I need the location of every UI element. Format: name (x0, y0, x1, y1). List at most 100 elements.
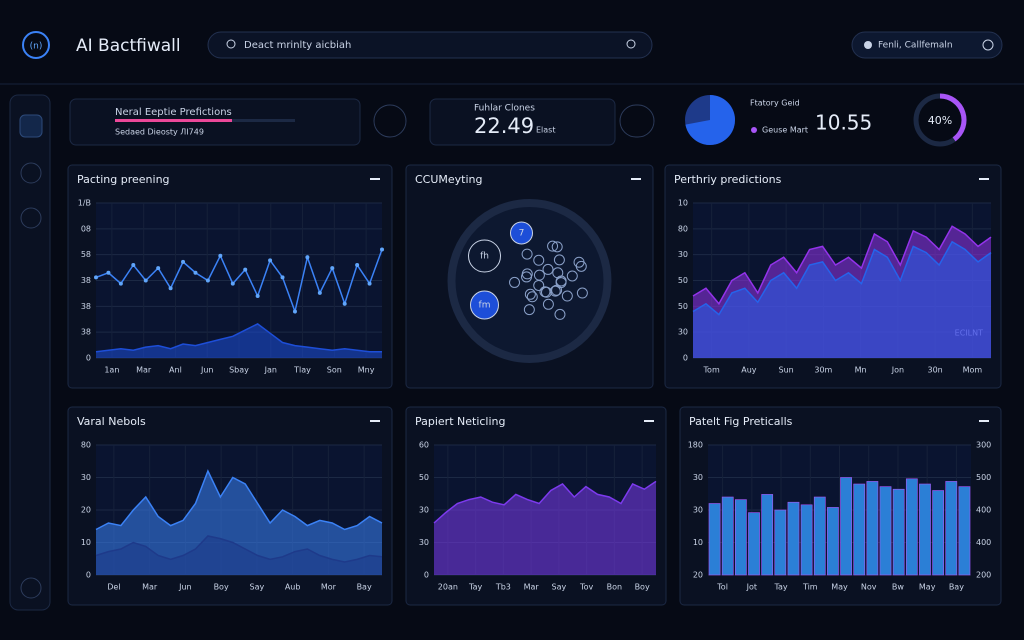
point (118, 281, 123, 286)
stat-button[interactable] (619, 104, 655, 138)
stat-button[interactable] (373, 104, 407, 138)
bar (905, 478, 918, 576)
point (305, 255, 310, 260)
bar (853, 483, 866, 576)
progress-bar (115, 119, 232, 122)
network-node (526, 291, 538, 303)
y-tick-label: 180 (688, 441, 703, 450)
x-tick-label: Boy (635, 583, 650, 592)
bar (708, 503, 721, 576)
x-tick-label: Tim (802, 583, 818, 592)
search-bar[interactable] (207, 31, 653, 59)
pie-legend: Geuse Mart (762, 126, 808, 135)
network-node (523, 304, 535, 316)
x-tick-label: Nov (861, 583, 877, 592)
search-button[interactable] (626, 39, 636, 49)
x-tick-label: 30m (814, 366, 832, 375)
x-tick-label: Tov (579, 583, 593, 592)
stat-title: Fuhlar Clones (474, 104, 535, 114)
y-tick-label: 10 (81, 538, 91, 547)
line (692, 225, 992, 306)
y-tick-label: 0 (86, 354, 91, 363)
network-node (539, 286, 551, 298)
point (230, 281, 235, 286)
x-tick-label: Jun (200, 366, 214, 375)
point (156, 266, 161, 271)
point (106, 270, 111, 275)
x-tick-label: Anl (169, 366, 182, 375)
x-tick-label: Bay (357, 583, 372, 592)
y-tick-label: 30 (678, 250, 688, 259)
y-tick-label: 30 (693, 506, 703, 515)
panel-title: Varal Nebols (77, 415, 146, 428)
stat-subtitle: Sedaed Dieosty ЛI749 (115, 128, 204, 137)
y-tick-label: 10 (693, 538, 703, 547)
network-node (521, 268, 533, 280)
y-tick-label: 30 (419, 506, 429, 515)
stat-title: Neral Eeptie Prefictions (115, 107, 232, 118)
x-tick-label: Tb3 (495, 583, 511, 592)
nav-home[interactable] (19, 114, 43, 138)
network-node (576, 287, 588, 299)
network-node (542, 298, 554, 310)
x-tick-label: Tay (468, 583, 482, 592)
point (280, 275, 285, 280)
bar (840, 477, 852, 576)
x-tick-label: Auy (741, 366, 757, 375)
line (433, 480, 657, 524)
nav-call[interactable] (20, 577, 42, 599)
x-tick-label: Mny (358, 366, 375, 375)
point (255, 294, 260, 298)
network-node (524, 288, 536, 300)
bar (748, 512, 760, 576)
bar (866, 481, 879, 576)
y-tick-label: 0 (683, 354, 688, 363)
point (355, 263, 360, 267)
x-tick-label: Say (552, 583, 567, 592)
x-tick-label: Jon (891, 366, 904, 375)
point (317, 290, 322, 295)
point (380, 247, 384, 252)
x-tick-label: 20an (438, 583, 458, 592)
x-tick-label: Mom (963, 366, 983, 375)
y2-tick-label: 400 (976, 538, 991, 547)
x-tick-label: Boy (214, 583, 229, 592)
y-tick-label: 1/B (78, 199, 91, 208)
network-node (533, 254, 545, 266)
nav-item[interactable] (20, 162, 42, 184)
y-tick-label: 20 (81, 506, 91, 515)
x-tick-label: Mar (136, 366, 152, 375)
area (96, 323, 382, 358)
y-tick-label: 30 (81, 473, 91, 482)
panel-title: Perthriy predictions (674, 173, 782, 186)
bar (879, 486, 892, 576)
area (96, 536, 382, 575)
bar (800, 504, 813, 576)
nav-item[interactable] (20, 207, 42, 229)
network-hub (470, 290, 499, 320)
y-tick-label: 80 (678, 224, 688, 233)
settings-icon[interactable] (982, 39, 994, 51)
x-tick-label: Mor (321, 583, 337, 592)
y-tick-label: 30 (678, 328, 688, 337)
network-hub (468, 239, 501, 273)
y-tick-label: 30 (419, 538, 429, 547)
network-node (509, 276, 521, 288)
y2-tick-label: 400 (976, 506, 991, 515)
y-tick-label: 60 (419, 441, 429, 450)
line (692, 240, 992, 316)
x-tick-label: Sun (779, 366, 794, 375)
y-tick-label: 10 (678, 199, 688, 208)
point (218, 253, 223, 258)
panel-title: CCUMeyting (415, 173, 483, 186)
point (243, 267, 248, 272)
network-node (551, 241, 563, 253)
y-tick-label: 08 (81, 224, 91, 233)
pie-legend: Ftatory Geid (750, 99, 800, 108)
network-node (566, 270, 578, 282)
location-pill[interactable] (851, 31, 1003, 59)
line (95, 535, 383, 563)
panel-title: Pacting preening (77, 173, 170, 186)
x-tick-label: Jot (746, 583, 757, 592)
